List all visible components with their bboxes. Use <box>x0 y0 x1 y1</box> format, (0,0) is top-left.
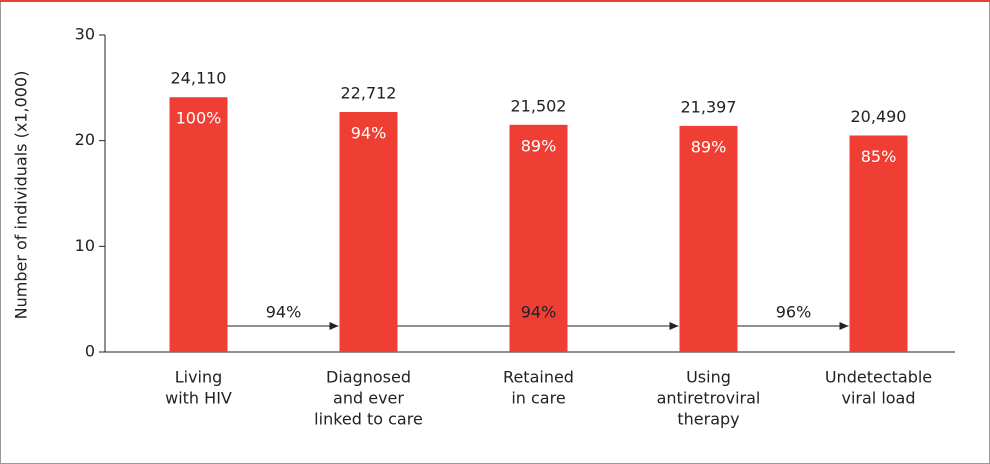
percent-label: 85% <box>861 147 897 166</box>
value-label: 24,110 <box>171 69 227 88</box>
percent-label: 94% <box>351 124 387 143</box>
bar <box>169 97 228 352</box>
x-tick-label: Undetectable <box>825 368 932 387</box>
flow-label: 94% <box>521 303 557 322</box>
bar <box>509 124 568 352</box>
flow-label: 96% <box>776 303 812 322</box>
bar <box>679 125 738 353</box>
value-label: 20,490 <box>851 107 907 126</box>
value-label: 22,712 <box>341 84 397 103</box>
bar <box>339 112 398 353</box>
value-label: 21,397 <box>681 97 737 116</box>
y-tick-label: 20 <box>75 130 95 149</box>
x-tick-label: Using <box>686 368 731 387</box>
percent-label: 89% <box>691 137 727 156</box>
x-tick-label: Living <box>175 368 223 387</box>
percent-label: 89% <box>521 136 557 155</box>
x-tick-label: Diagnosed <box>326 368 411 387</box>
x-tick-label: antiretroviral <box>657 389 761 408</box>
percent-label: 100% <box>176 109 222 128</box>
y-tick-label: 10 <box>75 236 95 255</box>
x-tick-label: and ever <box>333 389 404 408</box>
y-tick-label: 30 <box>75 25 95 44</box>
bar <box>849 135 908 352</box>
value-label: 21,502 <box>511 96 567 115</box>
y-tick-label: 0 <box>85 342 95 361</box>
x-tick-label: in care <box>511 389 565 408</box>
flow-label: 94% <box>266 303 302 322</box>
x-tick-label: viral load <box>841 389 915 408</box>
x-tick-label: therapy <box>677 410 739 429</box>
x-tick-label: Retained <box>503 368 574 387</box>
x-tick-label: with HIV <box>165 389 232 408</box>
y-axis-label: Number of individuals (x1,000) <box>12 71 31 320</box>
x-tick-label: linked to care <box>314 410 423 429</box>
